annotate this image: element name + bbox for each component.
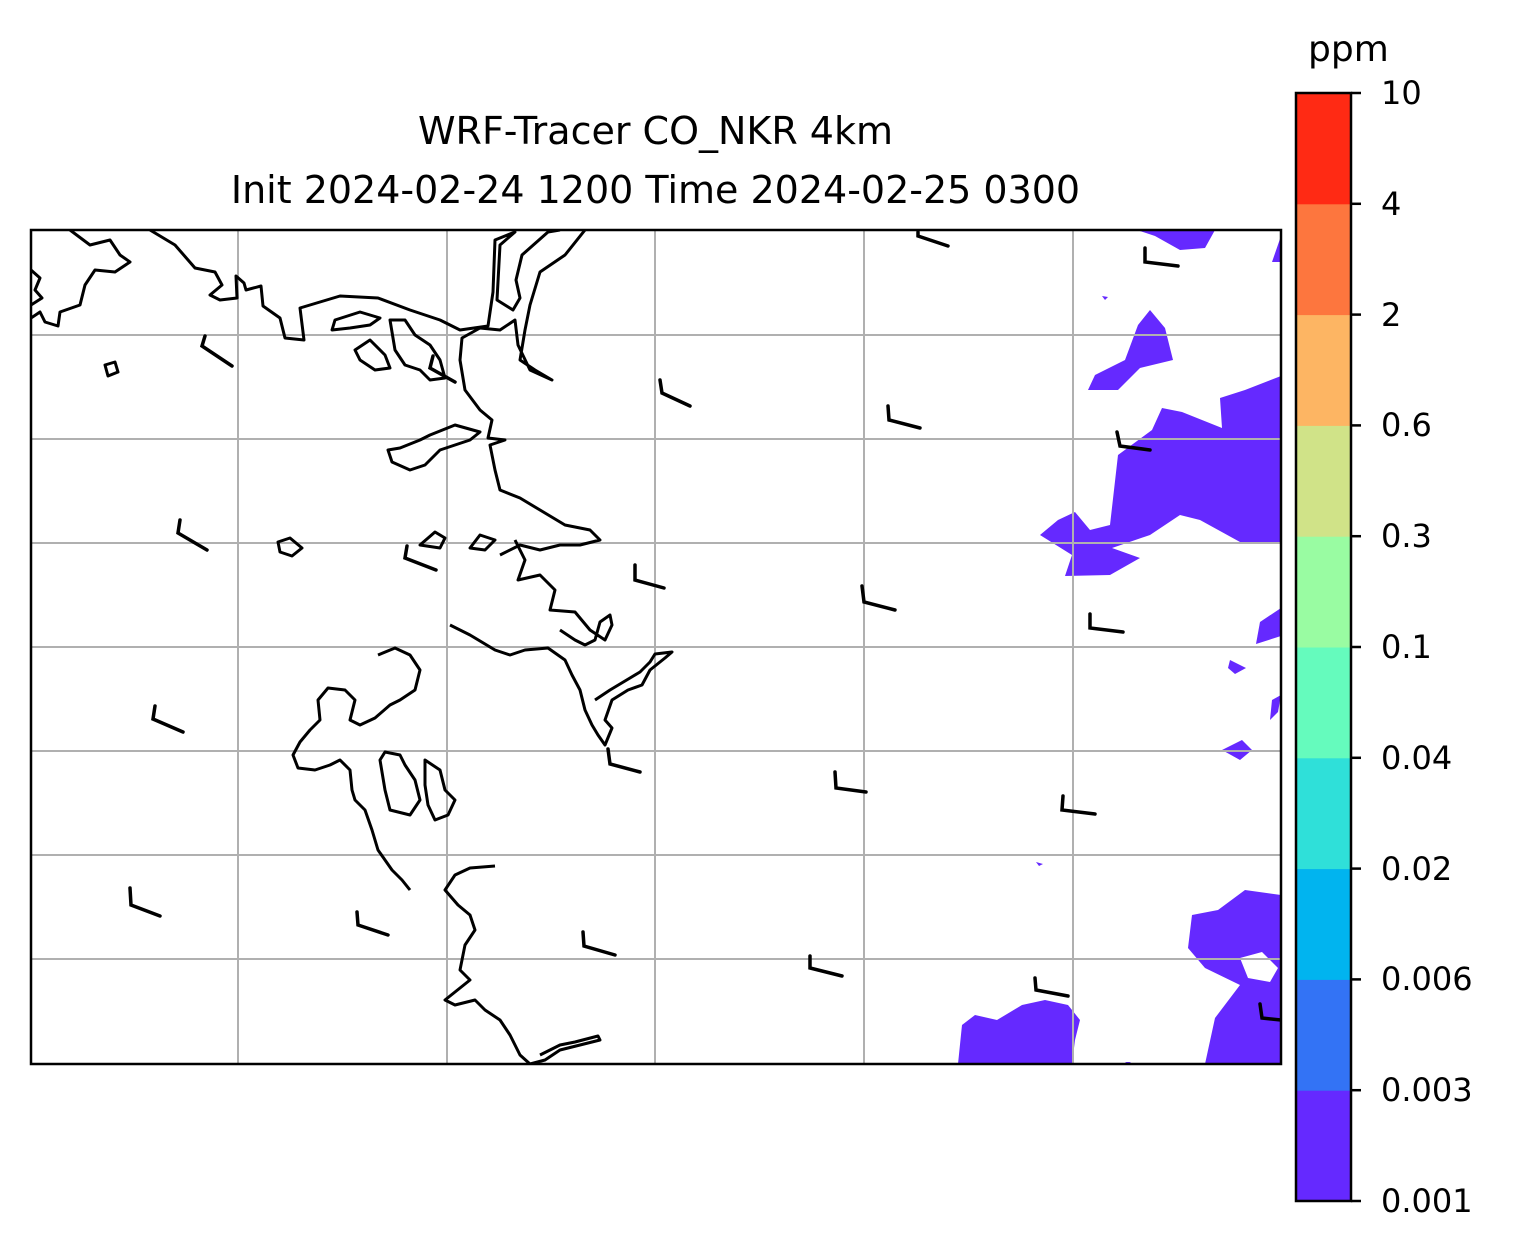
- colorbar-band: [1296, 93, 1351, 205]
- coastline-west-fjords: [291, 646, 422, 891]
- colorbar-tick-label: 4: [1381, 184, 1402, 223]
- colorbar-tick-label: 0.04: [1381, 738, 1453, 777]
- colorbar-unit-label: ppm: [1308, 29, 1389, 70]
- colorbar-tick-label: 0.6: [1381, 406, 1432, 445]
- tracer-patch-east-large: [1040, 376, 1281, 576]
- tracer-patch-southeast: [1188, 890, 1281, 1064]
- wind-barb: [633, 563, 666, 590]
- colorbar-ticks: [1351, 91, 1361, 1203]
- colorbar-tick-label: 0.1: [1381, 628, 1432, 666]
- colorbar-band: [1296, 314, 1351, 426]
- coastline-west-fjords-3: [423, 758, 457, 822]
- wind-barb: [658, 378, 692, 408]
- wind-barb: [355, 910, 390, 937]
- wind-barb: [151, 704, 185, 734]
- coastline-peninsula: [458, 230, 602, 557]
- coastline-island-2: [276, 536, 304, 558]
- colorbar-band: [1296, 425, 1351, 537]
- wind-barb: [176, 518, 209, 552]
- colorbar-frame: [1294, 91, 1353, 1203]
- colorbar-tick-label: 0.003: [1381, 1071, 1473, 1110]
- colorbar-tick-label: 0.006: [1381, 960, 1473, 999]
- colorbar-band: [1296, 536, 1351, 648]
- tracer-patch-south: [958, 1000, 1080, 1064]
- wind-barb: [886, 404, 922, 430]
- wind-barb: [916, 230, 950, 248]
- colorbar: [1296, 93, 1351, 1202]
- coastline-mid: [386, 423, 482, 472]
- tracer-fill-layer: [958, 230, 1281, 1064]
- colorbar-band: [1296, 203, 1351, 316]
- tracer-patch-upper: [1088, 310, 1173, 390]
- colorbar-tick-label: 0.02: [1381, 849, 1453, 888]
- coastline-south-coast: [449, 623, 674, 747]
- coastline-island-west: [103, 360, 120, 378]
- coastline-bay: [353, 338, 392, 372]
- colorbar-band: [1296, 1090, 1351, 1202]
- coastline-mainland: [149, 230, 561, 342]
- wind-barb: [1258, 1002, 1281, 1022]
- wind-barb: [1143, 246, 1180, 268]
- chart-title-line1: WRF-Tracer CO_NKR 4km: [417, 109, 894, 153]
- colorbar-tick-label: 10: [1381, 74, 1422, 112]
- chart-title-line2: Init 2024-02-24 1200 Time 2024-02-25 030…: [230, 168, 1081, 212]
- coastline-island-3: [418, 530, 447, 550]
- tracer-patch-east-small-3: [1270, 695, 1281, 720]
- wind-barb: [1115, 430, 1152, 452]
- wind-barb: [1060, 794, 1097, 816]
- coastline-south-tail: [443, 864, 602, 1064]
- colorbar-band: [1296, 757, 1351, 870]
- wind-barb: [606, 747, 642, 774]
- wind-barb: [1033, 976, 1070, 998]
- colorbar-band: [1296, 979, 1351, 1091]
- wind-barb: [199, 334, 234, 368]
- colorbar-band: [1296, 647, 1351, 759]
- coastline-island-4: [468, 533, 497, 552]
- wind-barb: [403, 544, 438, 572]
- gridlines: [31, 230, 1281, 1064]
- tracer-patch-dot: [1102, 296, 1108, 300]
- colorbar-tick-label: 0.3: [1381, 517, 1432, 556]
- map-frame: [29, 228, 1283, 1066]
- tracer-patch-east-small-1: [1256, 608, 1281, 644]
- tracer-patch-dot-2: [1036, 862, 1043, 866]
- wind-barb: [427, 354, 457, 384]
- wind-barb: [581, 930, 617, 957]
- wind-barb: [860, 584, 897, 612]
- colorbar-band: [1296, 868, 1351, 980]
- tracer-patch-right-edge-top: [1272, 236, 1281, 262]
- coastline-northwest: [31, 268, 44, 307]
- wind-barb: [833, 770, 868, 794]
- coastline-islands: [330, 310, 382, 332]
- coastline-west-fjords-2: [378, 750, 422, 817]
- tracer-patch-east-small-2: [1228, 660, 1246, 674]
- colorbar-tick-label: 2: [1381, 295, 1402, 334]
- wind-barbs: [128, 230, 1281, 1022]
- tracer-patch-topright: [1137, 230, 1215, 250]
- wind-barb: [808, 954, 844, 978]
- coastline-central: [513, 539, 614, 647]
- wind-barb: [128, 886, 162, 918]
- wind-barb: [1088, 612, 1125, 634]
- colorbar-tick-label: 0.001: [1381, 1182, 1473, 1220]
- coastline-north: [31, 230, 132, 328]
